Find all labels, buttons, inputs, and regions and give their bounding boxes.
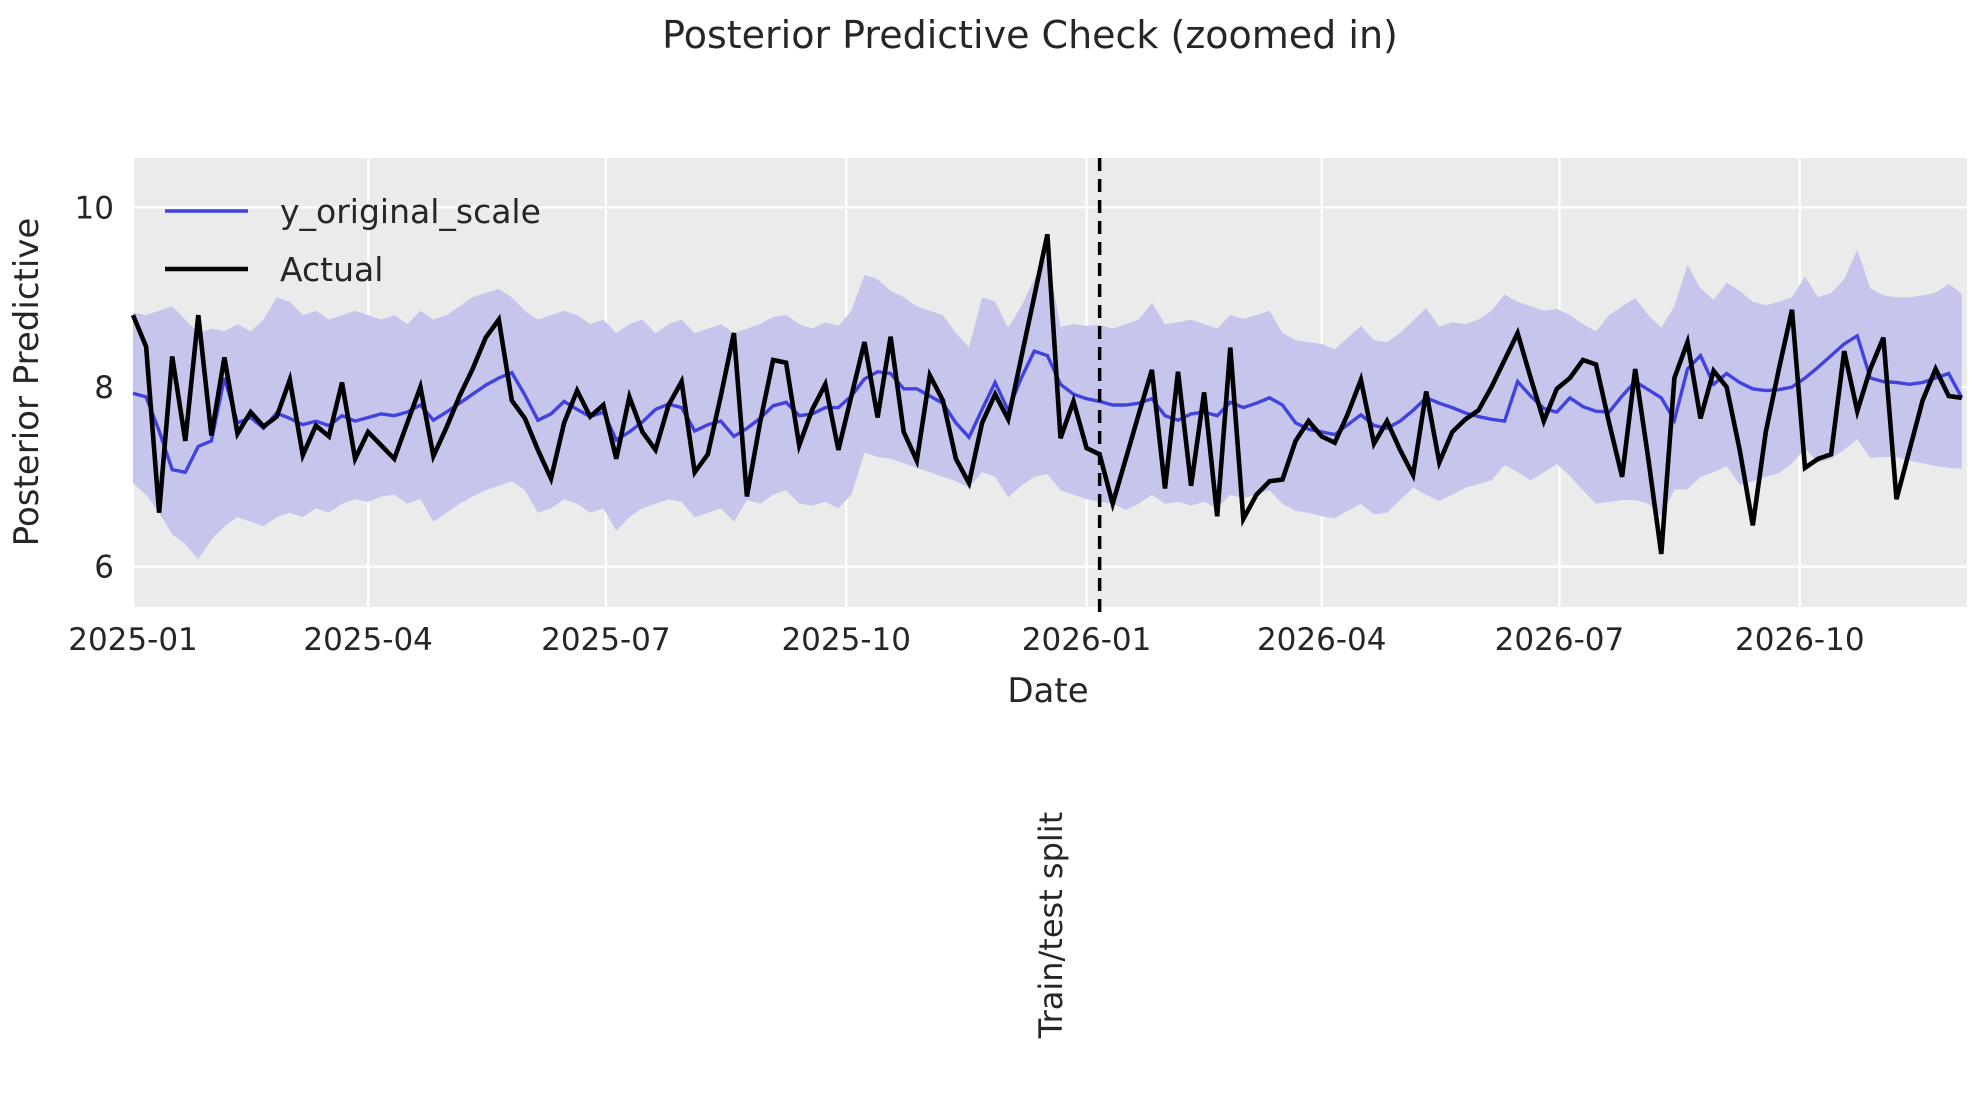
x-tick-label: 2026-04 <box>1257 622 1387 658</box>
legend-label-actual: Actual <box>280 250 383 289</box>
y-tick-label: 8 <box>94 370 114 406</box>
actual-line <box>130 233 1963 555</box>
uncertainty-band <box>133 249 1962 560</box>
x-tick-label: 2026-10 <box>1735 622 1865 658</box>
split-line-label: Train/test split <box>1032 812 1070 1040</box>
y-tick-label: 6 <box>94 550 114 586</box>
y-axis-label: Posterior Predictive <box>7 218 47 547</box>
x-tick-label: 2026-07 <box>1495 622 1625 658</box>
predicted-line <box>132 333 1964 475</box>
x-tick-label: 2025-01 <box>68 622 198 658</box>
y-tick-label: 10 <box>75 190 114 226</box>
x-tick-label: 2025-07 <box>541 622 671 658</box>
tick-layer: 2025-01 2025-04 2025-07 2025-10 2026-01 2026-… <box>68 190 1864 658</box>
band-layer <box>133 249 1962 560</box>
legend: y_original_scale Actual <box>165 192 541 289</box>
line-layer <box>130 158 1964 612</box>
legend-label-predicted: y_original_scale <box>280 192 541 231</box>
x-tick-label: 2025-04 <box>303 622 433 658</box>
x-tick-label: 2025-10 <box>781 622 911 658</box>
x-axis-label: Date <box>1007 671 1088 711</box>
x-tick-label: 2026-01 <box>1022 622 1152 658</box>
chart-title: Posterior Predictive Check (zoomed in) <box>662 13 1398 57</box>
